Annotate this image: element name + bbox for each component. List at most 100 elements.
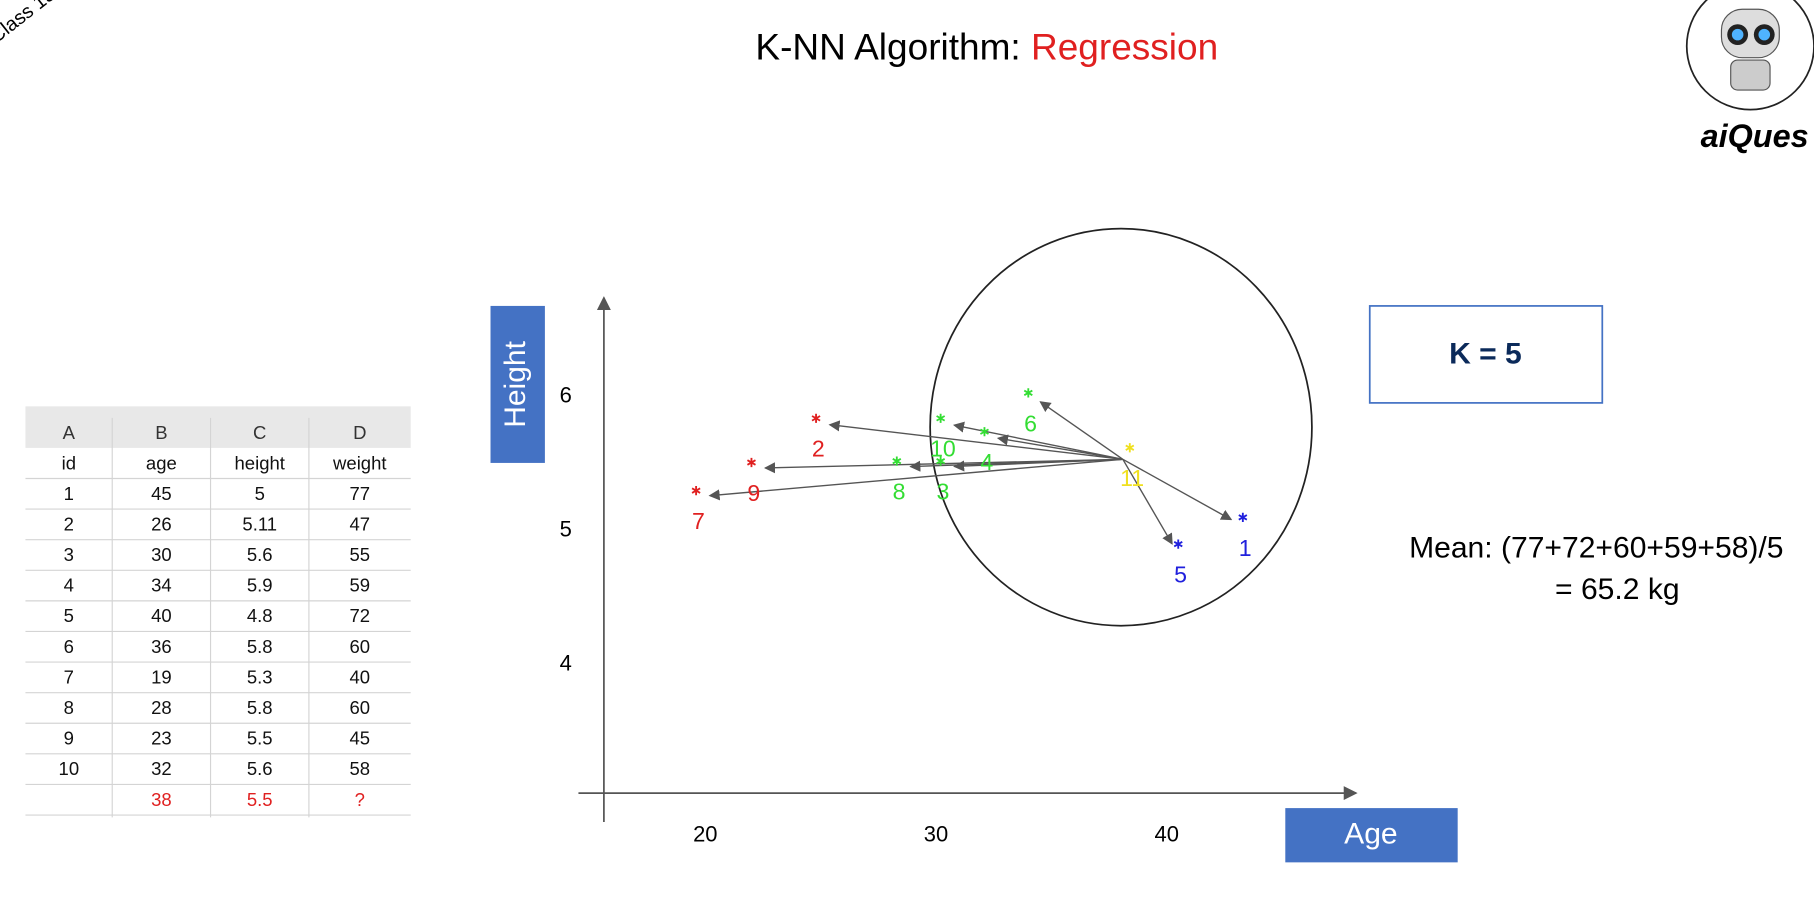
table-cell: 47 bbox=[349, 513, 370, 534]
point-label: 8 bbox=[893, 479, 906, 505]
table-cell: 6 bbox=[64, 636, 74, 657]
table-cell: 72 bbox=[349, 605, 370, 626]
table-cell: 45 bbox=[349, 728, 370, 749]
plot: 20 30 40 4 5 6 2 7 9 3 4 6 8 10 1 5 11 bbox=[560, 296, 1358, 847]
point-label: 9 bbox=[747, 480, 760, 506]
k-box bbox=[1368, 305, 1604, 404]
table-cell: 8 bbox=[64, 697, 74, 718]
logo bbox=[1685, 0, 1814, 111]
neighbor-circle bbox=[929, 227, 1313, 627]
robot-eye bbox=[1758, 28, 1771, 41]
distance-arrow bbox=[708, 458, 1123, 501]
table-cell: 38 bbox=[151, 789, 172, 810]
brand: aiQues bbox=[1701, 118, 1809, 154]
point-label: 7 bbox=[692, 508, 705, 534]
point-label: 3 bbox=[937, 479, 950, 505]
table-cell: 10 bbox=[59, 758, 80, 779]
distance-arrow bbox=[909, 458, 1123, 472]
robot-head bbox=[1720, 8, 1780, 59]
data-point bbox=[1125, 443, 1135, 453]
x-tick-label: 30 bbox=[924, 822, 948, 847]
y-tick-label: 6 bbox=[560, 383, 572, 408]
distance-arrow bbox=[1122, 458, 1233, 521]
data-point bbox=[1023, 388, 1033, 398]
table-cell: 5.8 bbox=[247, 697, 273, 718]
table-cell: 5 bbox=[64, 605, 74, 626]
data-point bbox=[892, 456, 902, 466]
table-cell: 55 bbox=[349, 544, 370, 565]
data-point bbox=[1173, 539, 1183, 549]
y-tick-label: 5 bbox=[560, 517, 572, 542]
table-cell: 5.5 bbox=[247, 728, 273, 749]
data-point bbox=[1238, 512, 1248, 522]
table-cell: 36 bbox=[151, 636, 172, 657]
data-point bbox=[811, 413, 821, 423]
point-label: 4 bbox=[980, 449, 993, 475]
x-axis-label: Age bbox=[1344, 818, 1397, 851]
table-cell: 30 bbox=[151, 544, 172, 565]
point-label: 11 bbox=[1120, 465, 1144, 491]
distance-arrow bbox=[1039, 401, 1124, 460]
table-cell: 1 bbox=[64, 483, 74, 504]
title: K-NN Algorithm: Regression bbox=[755, 26, 1218, 67]
point-label: 2 bbox=[812, 436, 825, 462]
data-point bbox=[979, 427, 989, 437]
table-cell: weight bbox=[332, 452, 386, 473]
data-point bbox=[691, 485, 701, 496]
table-cell: 40 bbox=[349, 666, 370, 687]
table-cell: 40 bbox=[151, 605, 172, 626]
table-cell: ? bbox=[355, 789, 365, 810]
table-cell: 5.11 bbox=[242, 513, 277, 534]
table-cell: 5.8 bbox=[247, 636, 273, 657]
k-value: K = 5 bbox=[1449, 338, 1522, 371]
table-cell: 34 bbox=[151, 575, 172, 596]
data-point bbox=[936, 413, 946, 423]
data-point bbox=[746, 457, 756, 468]
distance-arrow bbox=[1122, 458, 1173, 545]
table-cell: 58 bbox=[349, 758, 370, 779]
table-cell: 59 bbox=[349, 575, 370, 596]
table-cell: 5.5 bbox=[247, 789, 273, 810]
column-letter: C bbox=[253, 422, 266, 443]
table-cell: 5.6 bbox=[247, 544, 273, 565]
column-letter: D bbox=[353, 422, 366, 443]
table-cell: age bbox=[146, 452, 177, 473]
table-cell: 5 bbox=[255, 483, 265, 504]
table-cell: 9 bbox=[64, 728, 74, 749]
distance-arrow bbox=[828, 420, 1123, 460]
mean-result: = 65.2 kg bbox=[1555, 573, 1680, 606]
table-cell: 4.8 bbox=[247, 605, 273, 626]
y-tick-label: 4 bbox=[560, 650, 572, 675]
y-label-box bbox=[490, 305, 545, 463]
title-main: K-NN Algorithm: bbox=[755, 26, 1031, 67]
point-label: 6 bbox=[1024, 410, 1037, 436]
table-cell: 2 bbox=[64, 513, 74, 534]
table-cell: 5.6 bbox=[247, 758, 273, 779]
title-highlight: Regression bbox=[1031, 26, 1218, 67]
table-cell: 3 bbox=[64, 544, 74, 565]
column-letter: A bbox=[63, 422, 76, 443]
table-cell: 26 bbox=[151, 513, 172, 534]
mean-formula: Mean: (77+72+60+59+58)/5 bbox=[1409, 531, 1783, 564]
table-cell: 7 bbox=[64, 666, 74, 687]
table-cell: 28 bbox=[151, 697, 172, 718]
data-point bbox=[936, 456, 946, 466]
table-header-bg bbox=[25, 406, 411, 448]
point-label: 5 bbox=[1174, 562, 1187, 588]
robot-body bbox=[1730, 59, 1771, 91]
table-cell: 45 bbox=[151, 483, 172, 504]
x-label-box bbox=[1285, 808, 1458, 863]
table-cell: height bbox=[235, 452, 285, 473]
y-axis-label: Height bbox=[499, 340, 532, 427]
robot-eye bbox=[1731, 28, 1744, 41]
point-label: 10 bbox=[930, 436, 956, 462]
x-tick-label: 40 bbox=[1154, 822, 1178, 847]
table-cell: 77 bbox=[349, 483, 370, 504]
table-cell: 4 bbox=[64, 575, 74, 596]
table-cell: id bbox=[62, 452, 76, 473]
x-tick-label: 20 bbox=[693, 822, 717, 847]
table-cell: 60 bbox=[349, 636, 370, 657]
